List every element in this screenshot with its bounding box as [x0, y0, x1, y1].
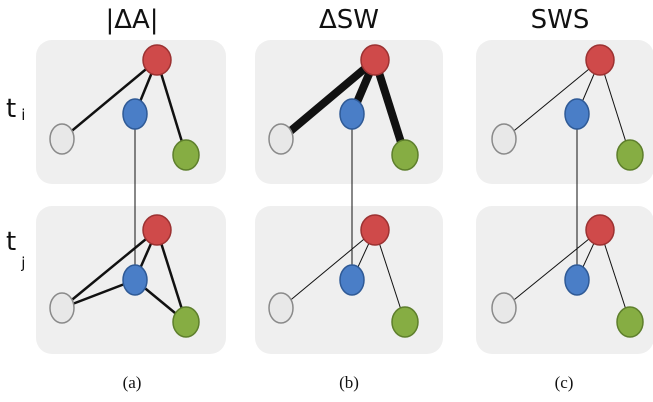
node-c-ti-white [491, 123, 517, 155]
edge-a-tj-red-green [155, 229, 188, 323]
node-b-tj-white [268, 292, 294, 324]
caption-c: (c) [555, 373, 574, 392]
node-a-ti-white [49, 123, 75, 155]
edge-b-ti-red-green [371, 58, 409, 157]
column-title-b: ΔSW [319, 5, 379, 35]
graph-a [49, 44, 200, 338]
edge-b-tj-red-green [374, 229, 406, 323]
node-c-tj-green [616, 306, 644, 338]
node-b-ti-green [391, 139, 419, 171]
node-b-ti-white [268, 123, 294, 155]
node-a-ti-blue [122, 98, 148, 130]
node-c-ti-blue [564, 98, 590, 130]
row-label-tj: tj [6, 227, 25, 272]
graph-c [491, 44, 644, 338]
graph-b [268, 44, 419, 338]
node-a-tj-red [142, 214, 172, 246]
node-a-tj-white [49, 292, 75, 324]
edge-a-ti-red-green [155, 59, 188, 156]
edge-c-ti-red-white [503, 59, 601, 140]
node-c-ti-green [616, 139, 644, 171]
node-b-ti-blue [339, 98, 365, 130]
column-title-c: SWS [531, 5, 590, 35]
edge-a-ti-red-white [61, 59, 158, 140]
node-a-tj-green [172, 306, 200, 338]
caption-b: (b) [339, 373, 359, 392]
caption-a: (a) [123, 373, 142, 392]
node-b-tj-red [360, 214, 390, 246]
node-b-tj-green [391, 306, 419, 338]
node-c-ti-red [585, 44, 615, 76]
edge-b-ti-red-white [278, 56, 378, 143]
column-title-a: |ΔA| [105, 5, 158, 35]
edge-c-tj-red-white [503, 229, 601, 309]
edge-c-tj-red-green [599, 229, 631, 323]
edge-a-tj-red-white [61, 229, 158, 309]
node-a-tj-blue [122, 264, 148, 296]
node-c-tj-white [491, 292, 517, 324]
node-b-ti-red [360, 44, 390, 76]
node-c-tj-red [585, 214, 615, 246]
node-a-ti-red [142, 44, 172, 76]
edge-c-ti-red-green [599, 59, 631, 156]
node-b-tj-blue [339, 264, 365, 296]
node-c-tj-blue [564, 264, 590, 296]
node-a-ti-green [172, 139, 200, 171]
edge-b-tj-red-white [280, 229, 376, 309]
